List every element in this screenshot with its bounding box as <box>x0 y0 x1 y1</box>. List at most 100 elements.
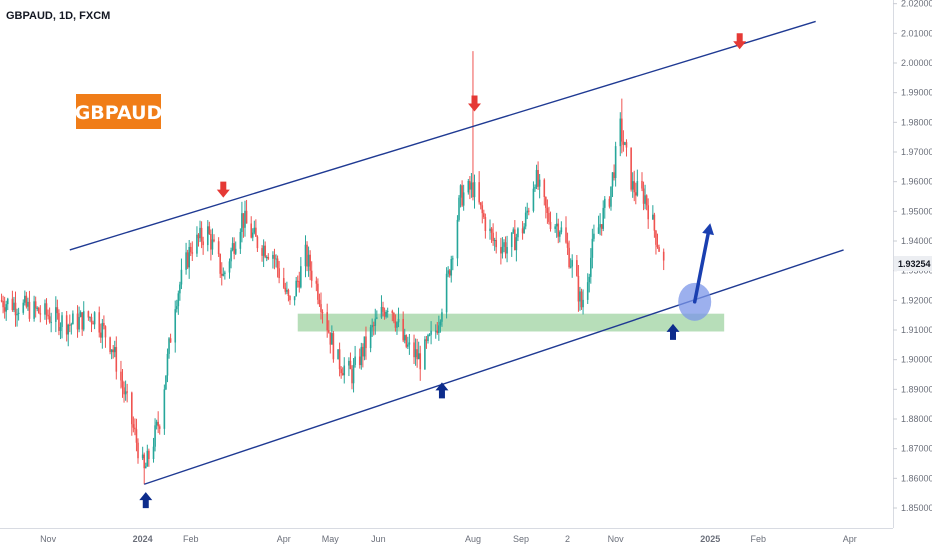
candle-down[interactable] <box>25 295 28 307</box>
channel-upper-line[interactable] <box>69 20 816 251</box>
candle-down[interactable] <box>320 304 322 313</box>
candle-up[interactable] <box>535 169 538 187</box>
candle-down[interactable] <box>317 283 319 300</box>
candle-down[interactable] <box>413 342 415 358</box>
candle-up[interactable] <box>517 228 519 238</box>
candle-up[interactable] <box>13 302 15 311</box>
candle-up[interactable] <box>180 269 183 285</box>
candle-up[interactable] <box>72 313 74 325</box>
candle-up[interactable] <box>560 227 563 233</box>
candle-up[interactable] <box>428 334 431 336</box>
candle-down[interactable] <box>255 227 257 237</box>
candle-up[interactable] <box>33 301 35 319</box>
candle-up[interactable] <box>456 219 459 259</box>
candle-down[interactable] <box>349 360 352 370</box>
candle-down[interactable] <box>315 280 318 284</box>
candle-down[interactable] <box>39 313 42 315</box>
candle-down[interactable] <box>233 243 235 254</box>
candle-down[interactable] <box>76 313 79 330</box>
candle-down[interactable] <box>537 169 539 187</box>
candle-down[interactable] <box>362 346 364 357</box>
candle-up[interactable] <box>293 296 296 301</box>
candle-up[interactable] <box>206 226 209 246</box>
candle-down[interactable] <box>210 233 212 250</box>
candle-up[interactable] <box>470 182 473 190</box>
candle-down[interactable] <box>45 303 48 315</box>
candle-down[interactable] <box>37 307 40 314</box>
candle-down[interactable] <box>527 210 530 212</box>
candle-down[interactable] <box>543 179 546 198</box>
candle-down[interactable] <box>341 373 344 376</box>
candle-down[interactable] <box>112 349 115 353</box>
candle-down[interactable] <box>655 230 657 245</box>
candle-down[interactable] <box>282 278 285 288</box>
candle-up[interactable] <box>352 364 355 384</box>
candle-up[interactable] <box>462 192 465 206</box>
candle-up[interactable] <box>113 347 116 353</box>
candle-down[interactable] <box>332 333 335 360</box>
candle-down[interactable] <box>267 257 270 259</box>
candle-down[interactable] <box>351 369 353 384</box>
candle-down[interactable] <box>492 232 494 241</box>
candle-down[interactable] <box>394 321 397 328</box>
candle-down[interactable] <box>469 180 471 190</box>
candle-down[interactable] <box>197 234 200 239</box>
candle-up[interactable] <box>369 327 372 349</box>
candle-down[interactable] <box>500 247 502 254</box>
candle-down[interactable] <box>391 310 394 314</box>
candle-up[interactable] <box>396 322 398 328</box>
candle-up[interactable] <box>534 186 536 189</box>
candle-down[interactable] <box>478 182 480 203</box>
candle-up[interactable] <box>360 346 363 366</box>
candle-up[interactable] <box>473 182 476 198</box>
candle-down[interactable] <box>276 258 279 269</box>
candle-up[interactable] <box>459 185 462 198</box>
candle-up[interactable] <box>569 266 572 268</box>
candle-down[interactable] <box>65 315 68 335</box>
candle-down[interactable] <box>34 301 37 309</box>
candle-up[interactable] <box>165 375 167 390</box>
candle-down[interactable] <box>191 252 194 254</box>
candle-up[interactable] <box>343 365 346 376</box>
candle-up[interactable] <box>611 172 614 187</box>
candle-up[interactable] <box>174 309 177 343</box>
candle-down[interactable] <box>382 306 384 312</box>
candle-up[interactable] <box>61 315 63 328</box>
candle-down[interactable] <box>514 229 516 251</box>
candle-down[interactable] <box>126 391 128 393</box>
candle-up[interactable] <box>265 257 268 259</box>
candle-down[interactable] <box>242 213 245 228</box>
candle-up[interactable] <box>154 425 156 447</box>
candle-up[interactable] <box>489 228 491 231</box>
candle-down[interactable] <box>662 251 665 261</box>
candle-up[interactable] <box>36 307 39 309</box>
candle-up[interactable] <box>506 247 508 254</box>
candle-down[interactable] <box>103 322 105 327</box>
candle-down[interactable] <box>645 195 648 206</box>
candle-up[interactable] <box>22 302 25 313</box>
candle-down[interactable] <box>613 172 615 179</box>
candle-down[interactable] <box>340 369 342 374</box>
candle-up[interactable] <box>141 454 144 459</box>
candle-down[interactable] <box>327 330 330 333</box>
candle-up[interactable] <box>597 227 600 234</box>
candle-up[interactable] <box>624 142 626 145</box>
candle-down[interactable] <box>625 142 628 148</box>
candle-up[interactable] <box>79 312 82 317</box>
candle-up[interactable] <box>228 261 231 273</box>
candle-up[interactable] <box>44 303 46 315</box>
candle-down[interactable] <box>577 275 580 302</box>
candle-down[interactable] <box>653 214 656 231</box>
candle-up[interactable] <box>493 240 496 242</box>
candle-up[interactable] <box>295 280 297 297</box>
candle-down[interactable] <box>548 213 550 222</box>
candle-up[interactable] <box>175 306 178 310</box>
candle-up[interactable] <box>636 180 639 196</box>
candle-down[interactable] <box>600 224 603 229</box>
candle-down[interactable] <box>109 337 111 353</box>
candle-down[interactable] <box>338 349 341 370</box>
candle-up[interactable] <box>251 232 254 238</box>
candle-up[interactable] <box>644 195 646 204</box>
candle-up[interactable] <box>337 349 339 360</box>
